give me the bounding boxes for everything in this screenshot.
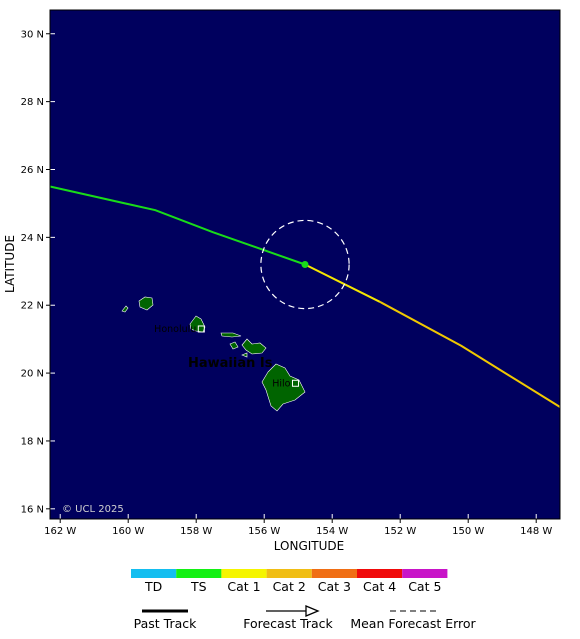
map-frame xyxy=(49,9,561,520)
forecast-track-segment xyxy=(379,300,561,408)
kahoolawe-island xyxy=(241,352,248,358)
legend-category-label: Cat 3 xyxy=(318,579,351,594)
lon-tick-label: 158 W xyxy=(180,526,212,537)
lon-tick-label: 152 W xyxy=(384,526,416,537)
lon-tick-label: 162 W xyxy=(44,526,76,537)
legend-swatch xyxy=(266,569,312,578)
lat-tick-label: 22 N xyxy=(21,301,44,312)
legend-category-label: Cat 1 xyxy=(227,579,260,594)
city-marker xyxy=(291,379,299,387)
legend-swatch xyxy=(357,569,403,578)
lon-tick-label: 156 W xyxy=(248,526,280,537)
legend-category-label: Cat 2 xyxy=(273,579,306,594)
lat-tick-label: 16 N xyxy=(21,504,44,515)
legend-category-label: TD xyxy=(144,579,162,594)
forecast-error-circle xyxy=(260,219,350,310)
y-axis-title: LATITUDE xyxy=(3,235,17,293)
forecast-error-label: Mean Forecast Error xyxy=(350,616,476,631)
longitude-tick-labels: 162 W 160 W 158 W 156 W 154 W 152 W 150 W 148 W xyxy=(44,526,552,537)
intensity-legend: TD TS Cat 1 Cat 2 Cat 3 Cat 4 Cat 5 xyxy=(131,569,448,594)
track-legend: Past Track Forecast Track Mean Forecast … xyxy=(134,605,477,631)
region-label: Hawaiian Is xyxy=(188,356,273,371)
city-marker xyxy=(197,325,205,333)
lon-tick-label: 148 W xyxy=(520,526,552,537)
legend-swatch xyxy=(221,569,267,578)
kauai-island xyxy=(138,296,154,311)
forecast-track-label: Forecast Track xyxy=(243,616,333,631)
legend-swatch xyxy=(311,569,357,578)
forecast-track-lines xyxy=(304,263,561,408)
niihau-island xyxy=(121,305,129,313)
current-position-marker xyxy=(301,261,309,268)
forecast-arrow-icon xyxy=(305,605,320,617)
legend-category-label: Cat 5 xyxy=(408,579,441,594)
x-axis-title: LONGITUDE xyxy=(274,539,344,553)
lat-tick-label: 20 N xyxy=(21,369,44,380)
big-island xyxy=(261,363,306,412)
legend-swatch xyxy=(131,569,177,578)
lat-tick-label: 28 N xyxy=(21,97,44,108)
lat-tick-label: 30 N xyxy=(21,29,44,40)
forecast-track-segment xyxy=(304,263,381,303)
maui-island xyxy=(241,338,267,355)
lon-tick-label: 160 W xyxy=(112,526,144,537)
lon-tick-label: 150 W xyxy=(452,526,484,537)
molokai-island xyxy=(220,332,242,338)
city-markers: Honolulu Hilo xyxy=(154,324,299,389)
lanai-island xyxy=(229,341,239,350)
legend-category-label: Cat 4 xyxy=(363,579,396,594)
lat-tick-label: 24 N xyxy=(21,233,44,244)
lon-tick-label: 154 W xyxy=(316,526,348,537)
past-track-label: Past Track xyxy=(134,616,197,631)
lat-tick-label: 18 N xyxy=(21,436,44,447)
copyright-text: © UCL 2025 xyxy=(62,504,124,515)
city-label: Honolulu xyxy=(154,324,196,335)
hawaiian-islands xyxy=(121,296,306,412)
legend-swatch xyxy=(402,569,448,578)
legend-swatch xyxy=(176,569,222,578)
lat-tick-label: 26 N xyxy=(21,165,44,176)
axis-ticks xyxy=(46,33,537,523)
legend-category-label: TS xyxy=(190,579,207,594)
past-track-line xyxy=(49,185,306,266)
city-label: Hilo xyxy=(272,378,290,389)
latitude-tick-labels: 16 N 18 N 20 N 22 N 24 N 26 N 28 N 30 N xyxy=(21,29,44,515)
